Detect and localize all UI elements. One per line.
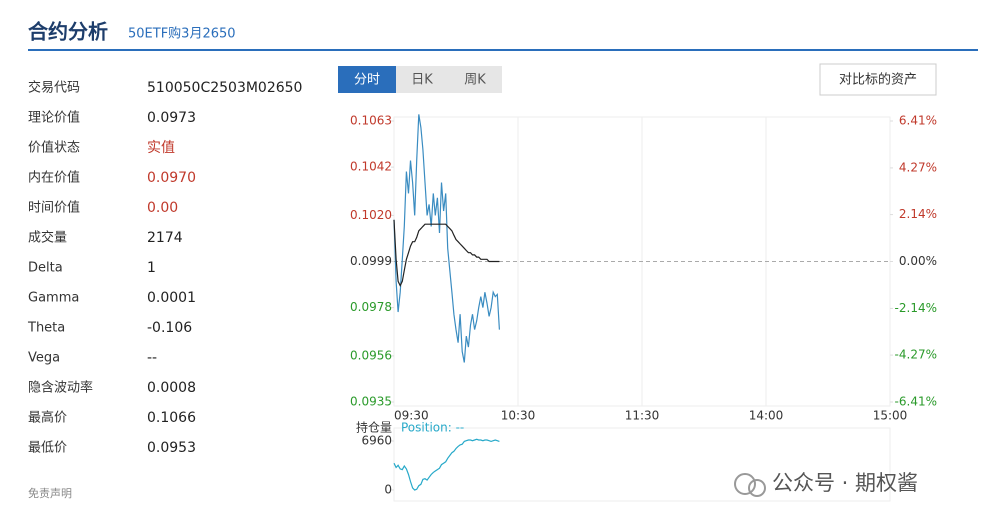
- field-value: -0.106: [147, 320, 192, 336]
- legend-label: Position: --: [401, 421, 464, 435]
- tab[interactable]: [338, 66, 396, 93]
- y-tick-label: 0: [384, 482, 392, 496]
- field-value: 0.0970: [147, 170, 196, 186]
- field-value: 1: [147, 260, 156, 276]
- field-value: 0.0001: [147, 290, 196, 306]
- field-value: 2174: [147, 230, 183, 246]
- field-label: Vega: [28, 351, 60, 366]
- watermark-text: 公众号 · 期权酱: [772, 471, 918, 495]
- field-label: 成交量: [28, 230, 67, 246]
- y2-tick-label: 6.41%: [899, 114, 937, 128]
- x-tick-label: 14:00: [749, 409, 784, 423]
- y-tick-label: 0.0935: [350, 395, 392, 409]
- field-label: Theta: [27, 321, 65, 336]
- field-value: 0.00: [147, 200, 178, 216]
- field-label: 最高价: [28, 410, 67, 426]
- tabs: 分时 日K 周K: [338, 66, 502, 93]
- watermark: 公众号 · 期权酱: [734, 471, 918, 497]
- y2-tick-label: -6.41%: [895, 395, 937, 409]
- field-value: 0.0008: [147, 380, 196, 396]
- field-label: 交易代码: [28, 80, 80, 96]
- field-value: 0.1066: [147, 410, 196, 426]
- y2-tick-label: 4.27%: [899, 160, 937, 174]
- tab[interactable]: [396, 66, 448, 93]
- series-line: [393, 438, 500, 491]
- contract-name: 50ETF购3月2650: [128, 26, 236, 42]
- charts: 09:30 10:30 11:30 14:00 15:00 0.1063 0.1042 0.1…: [350, 114, 937, 502]
- x-tick-label: 15:00: [873, 409, 908, 423]
- watermark-icon: [748, 479, 766, 497]
- series-line: [393, 114, 500, 363]
- field-value: --: [147, 350, 157, 366]
- field-label: 价值状态: [28, 140, 80, 156]
- y-tick-label: 6960: [361, 434, 392, 448]
- series-line: [393, 219, 500, 287]
- field-value: 0.0953: [147, 440, 196, 456]
- disclaimer[interactable]: 免责声明: [28, 486, 72, 500]
- field-label: 理论价值: [28, 110, 80, 126]
- compare-button[interactable]: [819, 63, 937, 96]
- field-label: 隐含波动率: [28, 380, 93, 396]
- y-tick-label: 0.1063: [350, 114, 392, 128]
- x-tick-label: 11:30: [625, 409, 660, 423]
- y-tick-label: 0.0978: [350, 300, 392, 314]
- y2-tick-label: 2.14%: [899, 207, 937, 221]
- y2-tick-label: -2.14%: [895, 301, 937, 315]
- field-label: Gamma: [28, 291, 79, 306]
- field-label: 内在价值: [28, 170, 80, 186]
- y-tick-label: 0.1020: [350, 208, 392, 222]
- compare-button-label[interactable]: 对比标的资产: [839, 72, 917, 88]
- tab-label[interactable]: 日K: [411, 73, 433, 88]
- field-value: 510050C2503M02650: [147, 80, 302, 96]
- y2-tick-label: -4.27%: [895, 348, 937, 362]
- y-tick-label: 0.0956: [350, 348, 392, 362]
- field-label: 时间价值: [28, 200, 80, 216]
- x-tick-label: 10:30: [501, 409, 536, 423]
- field-value: 0.0973: [147, 110, 196, 126]
- tab-label[interactable]: 分时: [354, 73, 380, 88]
- page-title: 合约分析: [28, 20, 108, 44]
- y-tick-label: 0.0999: [350, 254, 392, 268]
- field-value: 实值: [147, 140, 175, 156]
- field-label: 最低价: [28, 441, 67, 456]
- x-tick-label: 09:30: [394, 409, 429, 423]
- tab-label[interactable]: 周K: [464, 73, 486, 88]
- field-label: Delta: [28, 261, 63, 276]
- watermark-icon: [734, 473, 756, 495]
- panel-title: 持仓量: [356, 420, 392, 435]
- y-tick-label: 0.1042: [350, 160, 392, 174]
- field-list: 交易代码 510050C2503M02650 理论价值 0.0973 价值状态 实值内在价…: [27, 80, 302, 457]
- y2-tick-label: 0.00%: [899, 254, 937, 268]
- tab[interactable]: [448, 66, 502, 93]
